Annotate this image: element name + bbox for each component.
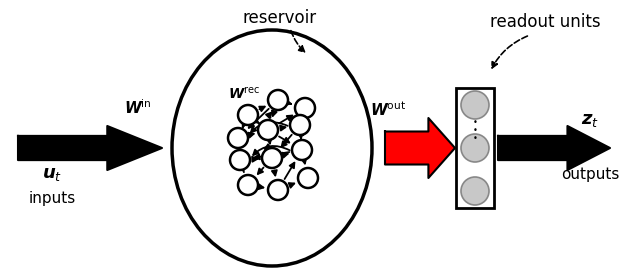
Text: •: • (472, 118, 477, 127)
Text: $\boldsymbol{u}_t$: $\boldsymbol{u}_t$ (42, 165, 62, 183)
Circle shape (228, 128, 248, 148)
Circle shape (292, 140, 312, 160)
Circle shape (461, 177, 489, 205)
Circle shape (238, 175, 258, 195)
Circle shape (298, 168, 318, 188)
Text: inputs: inputs (28, 191, 76, 205)
Circle shape (268, 180, 288, 200)
Circle shape (461, 91, 489, 119)
Circle shape (258, 120, 278, 140)
Circle shape (461, 134, 489, 162)
Text: readout units: readout units (490, 13, 600, 31)
Text: $\boldsymbol{z}_t$: $\boldsymbol{z}_t$ (581, 111, 599, 129)
Circle shape (238, 105, 258, 125)
Text: $\boldsymbol{W}^{\mathsf{out}}$: $\boldsymbol{W}^{\mathsf{out}}$ (370, 101, 406, 119)
Text: •: • (472, 126, 477, 135)
Circle shape (290, 115, 310, 135)
Circle shape (268, 90, 288, 110)
Text: $\boldsymbol{W}^{\mathsf{rec}}$: $\boldsymbol{W}^{\mathsf{rec}}$ (228, 86, 260, 102)
Circle shape (295, 98, 315, 118)
Text: outputs: outputs (561, 167, 619, 182)
Text: $\boldsymbol{W}^{\mathsf{in}}$: $\boldsymbol{W}^{\mathsf{in}}$ (124, 99, 152, 117)
Circle shape (230, 150, 250, 170)
Text: •: • (472, 134, 477, 143)
Bar (456, 88, 494, 208)
Circle shape (262, 148, 282, 168)
Text: reservoir: reservoir (243, 9, 317, 27)
Polygon shape (385, 118, 455, 178)
Polygon shape (498, 126, 610, 170)
Polygon shape (18, 126, 162, 170)
